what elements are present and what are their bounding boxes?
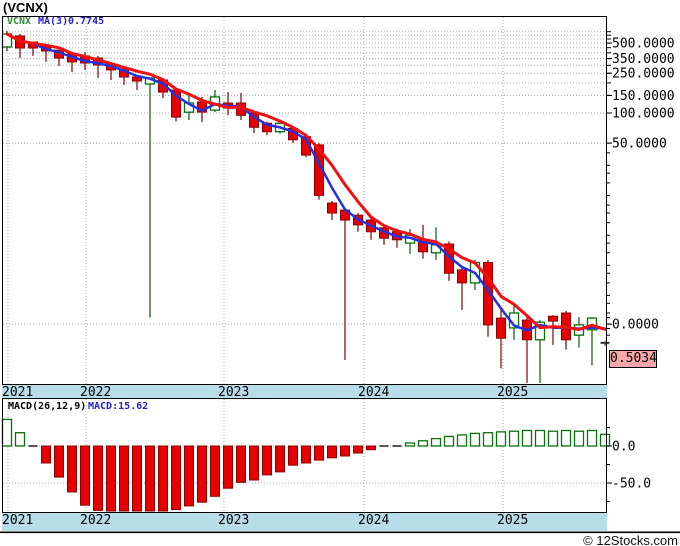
macd-header-value: MACD:15.62 [88,401,149,412]
price-panel-border [2,16,607,385]
price-axis-label: 350.0000 [612,52,675,67]
macd-panel-border [2,398,607,513]
legend-ma-label: MA(3) [38,16,69,27]
macd-histogram-bar-down [119,445,129,512]
macd-histogram-bar-up [508,430,520,447]
year-label: 2023 [218,385,250,400]
year-label: 2022 [80,385,112,400]
year-label: 2021 [2,513,34,528]
candlestick-up [534,321,546,341]
candlestick-down [262,122,272,133]
macd-histogram-bar-up [430,437,442,447]
candlestick-down [548,315,558,322]
window-title: (VCNX) [3,0,48,15]
year-label: 2022 [80,513,112,528]
macd-histogram-bar-down [93,445,103,511]
price-axis-label: 150.0000 [612,89,675,104]
macd-histogram-bar-down [145,445,155,512]
ma3-line-blue [5,32,607,332]
price-axis-label: 250.0000 [612,67,675,82]
price-axis-label: 0.0000 [612,318,659,333]
macd-histogram-bar-down [41,445,51,464]
macd-header: MACD(26,12,9) MACD:15.62 [0,401,300,413]
macd-histogram-bar-down [223,445,233,489]
year-label: 2024 [358,513,390,528]
macd-histogram-bar-up [521,429,533,447]
macd-histogram-bar-up [586,429,598,447]
year-axis-band-macd: 2021 2022 2023 2024 2025 [2,513,607,531]
macd-histogram-bar-up [417,440,429,447]
candlestick-down [496,317,506,339]
macd-histogram-bar-up [599,433,611,447]
macd-histogram-bar-down [197,445,207,503]
price-chart-legend: VCNX MA(3) 0.7745 [0,16,300,28]
candlestick-down [483,262,493,326]
macd-histogram-bar-down [249,445,259,481]
macd-histogram-bar-down [132,445,142,512]
macd-histogram-bar-down [288,445,298,466]
macd-histogram-bar-up [14,432,26,447]
bottom-divider [0,531,680,534]
macd-histogram-bar-up [547,430,559,447]
macd-histogram-bar-up [443,435,455,447]
year-label: 2021 [2,385,34,400]
macd-histogram-bar-down [262,445,272,476]
macd-header-label: MACD(26,12,9) [8,401,87,412]
legend-symbol: VCNX [7,16,32,27]
year-label: 2024 [358,385,390,400]
macd-histogram-bar-down [158,445,168,512]
macd-histogram-bar-up [456,434,468,447]
macd-histogram-bar-down [314,445,324,461]
macd-histogram-bar-down [301,445,311,464]
macd-histogram-bar-down [80,445,90,506]
candlestick-down [457,269,467,284]
macd-axis-label: 0.0 [612,440,635,455]
macd-histogram-bar-up [482,432,494,447]
macd-axis-label: -50.0 [612,477,651,492]
year-label: 2025 [497,513,529,528]
macd-histogram-bar-up [495,431,507,447]
price-chart-area[interactable] [3,17,606,384]
macd-histogram-bar-down [327,445,337,459]
macd-histogram-bar-up [560,429,572,447]
year-label: 2023 [218,513,250,528]
macd-histogram-bar-down [171,445,181,511]
candlestick-down [327,202,337,214]
macd-histogram-bar-up [469,432,481,447]
year-label: 2025 [497,385,529,400]
macd-histogram-bar-down [353,445,363,454]
macd-histogram-bar-down [106,445,116,512]
macd-histogram-bar-up [404,442,416,447]
macd-histogram-bar-down [54,445,64,478]
price-axis-label: 50.0000 [612,137,667,152]
macd-histogram-bar-down [340,445,350,457]
price-axis-label: 500.0000 [612,37,675,52]
macd-histogram-bar-up [573,430,585,447]
legend-ma-value: 0.7745 [68,16,105,27]
macd-histogram-bar-down [210,445,220,497]
macd-histogram-bar-down [184,445,194,507]
ma-line-red [5,32,607,331]
last-price-badge: 0.5034 [609,350,657,368]
macd-histogram-bar-up [1,418,13,447]
macd-histogram-bar-down [366,445,376,451]
footer-copyright: © 12Stocks.com [583,533,678,546]
macd-histogram-bar-up [534,429,546,447]
price-axis-label: 100.0000 [612,107,675,122]
year-axis-band-main: 2021 2022 2023 2024 2025 [2,385,607,400]
macd-histogram-bar-down [236,445,246,483]
macd-histogram-bar-down [275,445,285,473]
macd-histogram-bar-down [67,445,77,493]
